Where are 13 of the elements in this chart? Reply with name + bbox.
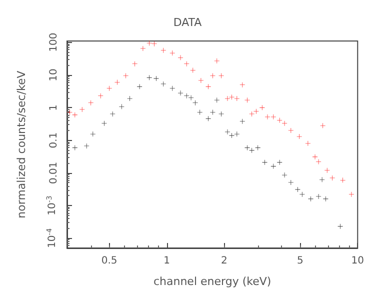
x-tick-label: 10: [351, 256, 364, 266]
y-axis-title: normalized counts/sec/keV: [15, 70, 28, 218]
x-tick-label: 5: [297, 256, 304, 266]
y-tick-label: 1: [48, 104, 60, 111]
x-tick-label: 2: [221, 256, 228, 266]
y-tick-label: 100: [48, 32, 60, 52]
x-tick-label: 0.5: [101, 256, 118, 266]
y-tick-label: 0.01: [48, 162, 60, 184]
x-tick-label: 1: [164, 256, 170, 266]
chart-title: DATA: [173, 16, 202, 29]
x-axis-title: channel energy (keV): [153, 275, 272, 288]
y-tick-label: 0.1: [48, 132, 60, 148]
y-tick-label: 10: [48, 68, 60, 82]
